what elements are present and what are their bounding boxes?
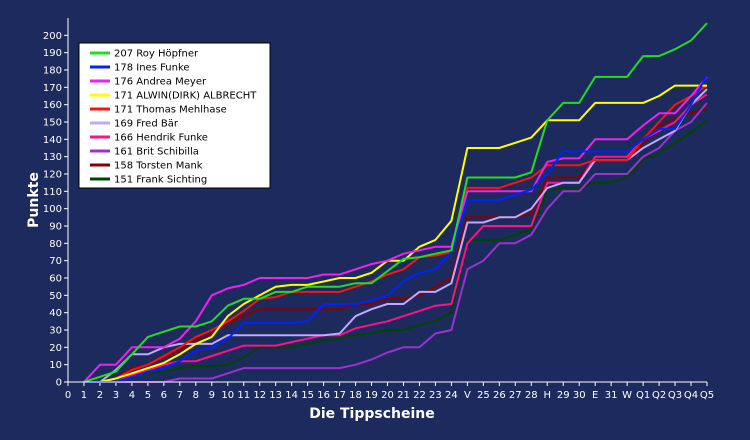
y-tick-label: 30 — [49, 326, 62, 337]
y-tick-label: 200 — [43, 31, 62, 42]
x-tick-label: 24 — [445, 390, 458, 401]
x-tick-label: Q5 — [700, 390, 714, 401]
x-tick-label: 5 — [145, 390, 151, 401]
x-tick-label: 22 — [413, 390, 426, 401]
legend-entry: 176 Andrea Meyer — [114, 77, 207, 88]
x-tick-label: 18 — [349, 390, 362, 401]
x-tick-label: Q4 — [684, 390, 698, 401]
y-axis-ticks: 0 10 20 30 40 50 60 70 80 90 100 110 120 130 140 150 160… — [43, 31, 68, 389]
legend-entry: 169 Fred Bär — [114, 119, 179, 130]
x-tick-label: 11 — [237, 390, 250, 401]
x-tick-label: 28 — [525, 390, 538, 401]
y-tick-label: 40 — [49, 308, 62, 319]
x-tick-label: 13 — [269, 390, 282, 401]
x-tick-label: 19 — [365, 390, 378, 401]
x-tick-label: 6 — [161, 390, 167, 401]
y-tick-label: 50 — [49, 291, 62, 302]
legend-entry: 178 Ines Funke — [114, 63, 190, 74]
x-tick-label: 9 — [209, 390, 215, 401]
y-tick-label: 180 — [43, 66, 62, 77]
legend-entry: 161 Brit Schibilla — [114, 147, 199, 158]
y-tick-label: 120 — [43, 170, 62, 181]
x-tick-label: 30 — [573, 390, 586, 401]
y-tick-label: 100 — [43, 204, 62, 215]
y-tick-label: 190 — [43, 48, 62, 59]
x-tick-label: 2 — [97, 390, 103, 401]
x-tick-label: 31 — [605, 390, 618, 401]
series-line — [84, 74, 708, 383]
x-tick-label: 15 — [301, 390, 314, 401]
x-tick-label: 16 — [317, 390, 330, 401]
series-line — [84, 102, 708, 383]
legend: 207 Roy Höpfner 178 Ines Funke 176 Andrea … — [78, 42, 271, 189]
x-axis-ticks: 0 1 2 3 4 5 6 7 8 9 10 11 12 13 14 15 16 17 18 19 20 21 22 23 24… — [65, 382, 714, 401]
x-tick-label: 14 — [285, 390, 298, 401]
series-line — [84, 93, 708, 383]
x-tick-label: 17 — [333, 390, 346, 401]
x-tick-label: V — [464, 390, 471, 401]
x-tick-label: 10 — [221, 390, 234, 401]
y-tick-label: 0 — [56, 378, 62, 389]
x-tick-label: Q2 — [652, 390, 666, 401]
legend-entry: 171 Thomas Mehlhase — [114, 105, 227, 116]
x-tick-label: H — [543, 390, 551, 401]
y-tick-label: 110 — [43, 187, 62, 198]
y-tick-label: 160 — [43, 100, 62, 111]
series-line — [83, 22, 708, 383]
x-tick-label: 1 — [81, 390, 87, 401]
y-tick-label: 60 — [49, 274, 62, 285]
y-tick-label: 70 — [49, 256, 62, 267]
x-tick-label: 21 — [397, 390, 410, 401]
x-tick-label: 23 — [429, 390, 442, 401]
x-tick-label: 4 — [129, 390, 135, 401]
series-lines — [83, 22, 708, 383]
x-tick-label: 27 — [509, 390, 522, 401]
x-tick-label: Q1 — [636, 390, 650, 401]
legend-entry: 207 Roy Höpfner — [114, 49, 199, 60]
x-tick-label: 29 — [557, 390, 570, 401]
y-tick-label: 150 — [43, 118, 62, 129]
series-line — [84, 119, 708, 383]
y-tick-label: 20 — [49, 343, 62, 354]
series-line — [83, 76, 708, 383]
x-tick-label: 8 — [193, 390, 199, 401]
y-tick-label: 170 — [43, 83, 62, 94]
x-tick-label: 3 — [113, 390, 119, 401]
legend-entry: 151 Frank Sichting — [114, 175, 207, 186]
x-axis-title: Die Tippscheine — [309, 406, 435, 422]
x-tick-label: 0 — [65, 390, 71, 401]
y-tick-label: 130 — [43, 152, 62, 163]
y-axis-title: Punkte — [26, 172, 42, 228]
legend-entry: 166 Hendrik Funke — [114, 133, 208, 144]
x-tick-label: 20 — [381, 390, 394, 401]
x-tick-label: 26 — [493, 390, 506, 401]
legend-box — [78, 42, 271, 189]
series-line — [84, 84, 708, 383]
x-tick-label: 7 — [177, 390, 183, 401]
series-line — [84, 84, 707, 383]
y-tick-label: 140 — [43, 135, 62, 146]
y-tick-label: 90 — [49, 222, 62, 233]
y-tick-label: 80 — [49, 239, 62, 250]
x-tick-label: W — [622, 390, 632, 401]
legend-entry: 158 Torsten Mank — [114, 161, 203, 172]
x-tick-label: Q3 — [668, 390, 682, 401]
y-tick-label: 10 — [49, 360, 62, 371]
x-tick-label: 12 — [253, 390, 266, 401]
x-tick-label: 25 — [477, 390, 490, 401]
legend-entry: 171 ALWIN(DIRK) ALBRECHT — [114, 91, 257, 102]
x-tick-label: E — [592, 390, 598, 401]
